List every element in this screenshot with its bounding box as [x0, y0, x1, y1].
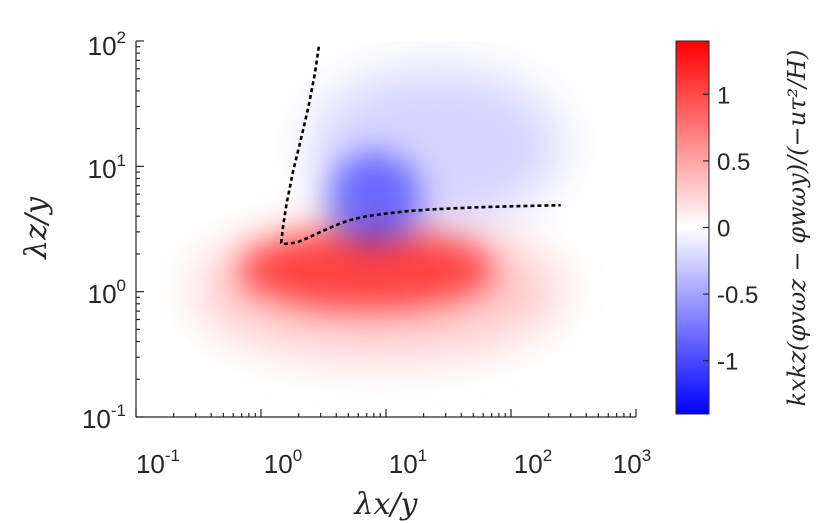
y-axis-ticks: [136, 40, 144, 418]
x-tick-label-4: 103: [613, 446, 651, 479]
heatmap-region-negative-core: [326, 152, 422, 246]
x-axis-label: λx/y: [354, 487, 419, 522]
x-tick-label-1: 100: [264, 446, 302, 479]
heatmap-region-positive-core: [238, 229, 495, 310]
x-tick-label-3: 102: [514, 446, 552, 479]
colorbar-tick-label: -0.5: [717, 282, 758, 309]
heatmap-field: [195, 68, 561, 358]
colorbar-tick-label: 0: [717, 216, 730, 243]
colorbar-label: kxkz(φvωz − φwωy)/(−uτ²/H): [783, 50, 811, 407]
x-tick-label-0: 10-1: [136, 446, 180, 479]
colorbar-tick-label: 0.5: [717, 149, 750, 176]
colorbar-ticks: [703, 93, 709, 362]
colorbar-tick-label: 1: [717, 82, 730, 109]
y-tick-label-0: 10-1: [82, 401, 126, 434]
y-tick-label-1: 100: [88, 276, 126, 309]
colorbar-tick-labels: -1 -0.5 0 0.5 1: [717, 82, 758, 375]
zero-contour-line: [279, 46, 561, 246]
heatmap-region-positive: [195, 223, 561, 358]
x-tick-label-2: 101: [389, 446, 427, 479]
colorbar-tick-label: -1: [717, 349, 738, 376]
tick-labels: 10-1 100 101 102 103 10-1 100 101 102: [82, 28, 651, 479]
heatmap-region-negative: [310, 68, 561, 246]
axes: [135, 40, 637, 418]
plot-area: [195, 46, 561, 358]
y-tick-label-2: 101: [88, 151, 126, 184]
y-tick-label-3: 102: [88, 28, 126, 61]
colorbar-bar: [675, 40, 710, 415]
x-axis-ticks: [135, 409, 637, 417]
colorbar: -1 -0.5 0 0.5 1 kxkz(φvωz − φwωy)/(−uτ²/H): [675, 40, 811, 415]
y-axis-label: λz/y: [19, 196, 54, 260]
